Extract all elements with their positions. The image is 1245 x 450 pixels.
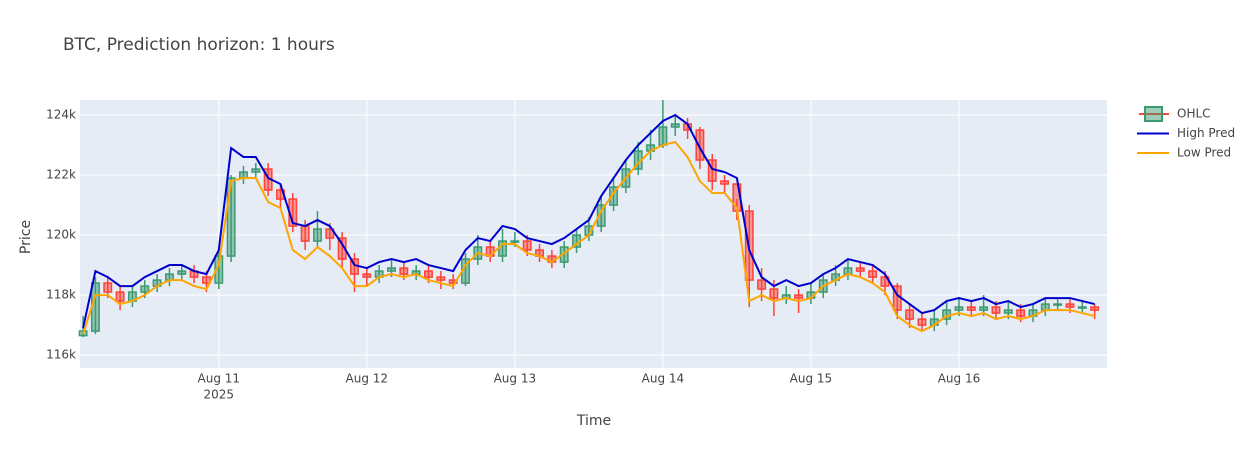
x-tick-label: Aug 15 — [790, 372, 833, 386]
candle-body — [226, 177, 236, 257]
y-tick-label: 116k — [46, 348, 76, 362]
candle-body — [90, 282, 100, 332]
candle-body — [991, 306, 1001, 314]
y-tick-label: 124k — [46, 108, 76, 122]
y-axis-title: Price — [18, 220, 34, 254]
candle-body — [1016, 309, 1026, 317]
candle-body — [251, 168, 261, 173]
candle-body — [1077, 306, 1087, 309]
candle-body — [868, 270, 878, 278]
x-tick-label: Aug 13 — [494, 372, 537, 386]
y-tick-label: 118k — [46, 288, 76, 302]
candle-body — [510, 240, 520, 243]
candle-body — [794, 294, 804, 299]
candle-body — [905, 309, 915, 320]
candle-body — [300, 225, 310, 242]
pred-line — [82, 113, 1095, 329]
candle-body — [103, 282, 113, 293]
legend-label: OHLC — [1177, 107, 1211, 121]
candle-body — [609, 186, 618, 206]
legend-item[interactable]: OHLC — [1139, 106, 1211, 122]
x-tick-label: Aug 11 — [198, 372, 241, 386]
candle-body — [757, 279, 767, 290]
candle-body — [387, 267, 396, 272]
x-tick-label: Aug 14 — [642, 372, 685, 386]
candle-body — [177, 270, 187, 275]
candle-body — [1053, 303, 1063, 306]
candle-body — [522, 240, 532, 251]
candle-body — [979, 306, 989, 311]
candle-body — [1090, 306, 1100, 311]
candle-body — [115, 291, 125, 302]
candle-body — [313, 228, 322, 242]
legend-label: High Pred — [1177, 126, 1235, 140]
candle-body — [670, 123, 680, 128]
candle-body — [720, 180, 730, 185]
candle-body — [658, 126, 668, 146]
candle-body — [954, 306, 964, 311]
candle-body — [436, 276, 446, 281]
candle-body — [424, 270, 433, 278]
pred-line — [82, 140, 1095, 335]
candle-body — [596, 204, 606, 227]
y-tick-label: 120k — [46, 228, 76, 242]
legend-body — [1144, 106, 1163, 122]
candle-body — [966, 306, 976, 311]
candle-body — [1003, 309, 1013, 314]
chart-title: BTC, Prediction horizon: 1 hours — [63, 35, 335, 55]
x-year-label: 2025 — [204, 388, 235, 402]
x-axis-title: Time — [576, 413, 611, 429]
candle-body — [399, 267, 409, 275]
legend-item[interactable]: Low Pred — [1137, 146, 1231, 160]
candle-body — [769, 288, 779, 299]
candle-body — [1065, 303, 1075, 308]
candle-body — [695, 129, 705, 161]
candle-body — [917, 318, 927, 326]
candle-body — [855, 267, 865, 272]
x-tick-label: Aug 12 — [346, 372, 389, 386]
legend-item[interactable]: High Pred — [1137, 126, 1235, 140]
x-tick-label: Aug 16 — [938, 372, 981, 386]
legend-label: Low Pred — [1177, 146, 1231, 160]
y-tick-label: 122k — [46, 168, 76, 182]
candle-body — [325, 228, 335, 239]
candle-body — [362, 273, 372, 278]
candle-body — [214, 255, 224, 284]
candle-body — [140, 285, 150, 293]
